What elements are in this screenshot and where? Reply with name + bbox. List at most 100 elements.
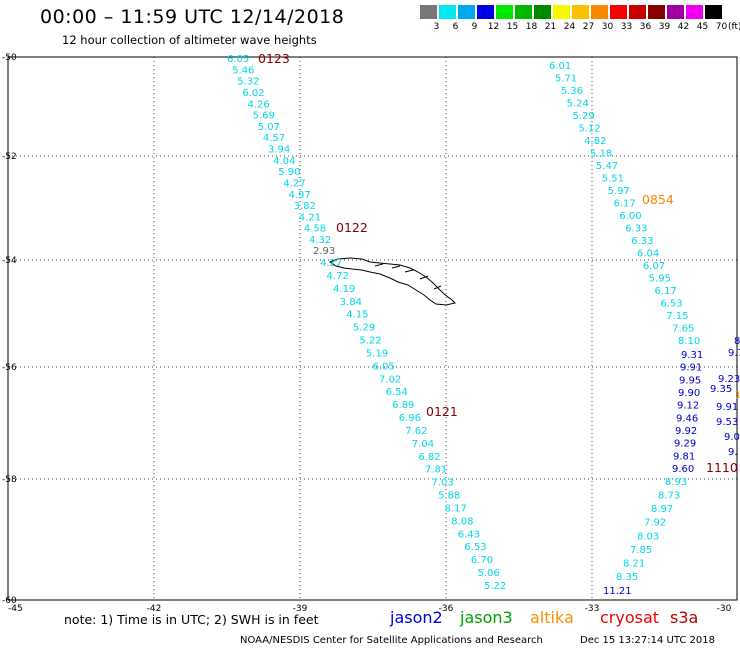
wave-height-value: 6.53 [464,542,486,553]
wave-height-value: 6.07 [643,261,665,272]
wave-height-value: 7.04 [412,439,434,450]
legend-swatch [496,5,513,19]
map-grid [8,57,737,600]
wave-height-value: 7.81 [425,465,447,476]
wave-height-value: 9.90 [678,388,700,399]
frame-border [7,56,738,601]
wave-height-value: 5.69 [253,111,275,122]
map-frame [7,56,738,601]
wave-height-value: 5.22 [359,336,381,347]
legend-swatch [610,5,627,19]
wave-height-value: 5.90 [278,167,300,178]
lon-label: -36 [439,604,454,614]
wave-height-value: 8 [734,336,740,347]
satellite-s3a-label: s3a [670,608,699,627]
wave-height-value: 7.92 [644,518,666,529]
wave-height-value: 6.43 [458,529,480,540]
lat-label: -52 [2,152,17,162]
wave-height-value: 8.08 [451,516,473,527]
legend-level-label: 30 [601,22,614,32]
wave-height-value: 9.23 [718,374,740,385]
legend-swatch [458,5,475,19]
wave-height-value: 4.97 [289,190,311,201]
wave-height-value: 6.05 [227,54,249,65]
wave-height-value: 9.29 [674,439,696,450]
legend-swatch [591,5,608,19]
legend-level-label: 3 [433,22,440,32]
wave-height-value: 5.46 [232,65,254,76]
wave-height-value: 6.53 [660,299,682,310]
lon-label: -33 [585,604,600,614]
wave-height-value: 4.21 [299,212,321,223]
wave-height-value: 6.54 [386,387,408,398]
wave-height-value: 6.04 [637,249,659,260]
wave-height-value: 7.02 [379,374,401,385]
legend-level-label: 21 [544,22,557,32]
map-title: 00:00 – 11:59 UTC 12/14/2018 [40,6,345,28]
satellite-cryosat-label: cryosat [600,608,660,627]
legend-swatch [439,5,456,19]
credit-text: NOAA/NESDIS Center for Satellite Applica… [240,635,543,646]
lon-label: -39 [293,604,308,614]
south-georgia-island [328,257,456,306]
lat-label: -54 [2,256,17,266]
wave-height-value: 9.91 [716,402,738,413]
wave-height-value: 6.33 [625,224,647,235]
wave-height-value: 5.12 [578,124,600,135]
wave-height-value: 2.93 [313,246,335,257]
wave-height-value: 5.18 [590,149,612,160]
wave-height-value: 7.03 [432,478,454,489]
wave-height-value: 4.19 [333,284,355,295]
wave-height-value: 6.17 [655,286,677,297]
wave-height-value: 9.0 [724,432,740,443]
wave-height-value: 3.82 [294,201,316,212]
track-values: 6.055.465.326.024.265.695.074.573.944.04… [227,54,740,597]
legend-level-label: 70 [715,22,728,32]
wave-height-value: 4.57 [263,133,285,144]
wave-height-value: 6.05 [372,361,394,372]
satellite-altika-label: altika [530,608,574,627]
wave-height-value: 4.04 [273,156,295,167]
wave-height-value: 9.92 [675,426,697,437]
wave-height-value: 9.91 [680,363,702,374]
legend-swatch [648,5,665,19]
wave-height-value: 8.03 [637,531,659,542]
wave-height-value: 4.32 [309,235,331,246]
wave-height-value: 9.7 [728,348,740,359]
wave-height-value: 8.17 [445,503,467,514]
wave-height-value: 3.94 [268,145,290,156]
wave-height-value: 5.29 [353,323,375,334]
legend-swatch [534,5,551,19]
legend-level-label: 33 [620,22,633,32]
wave-height-value: 7.65 [672,324,694,335]
wave-height-value: 6.82 [418,452,440,463]
legend-level-label: 15 [506,22,519,32]
wave-height-value: 6.02 [242,88,264,99]
wave-height-value: 4.58 [304,224,326,235]
wave-height-value: 7.15 [666,311,688,322]
wave-height-value: 9.81 [673,451,695,462]
wave-height-value: 5.36 [561,86,583,97]
wave-height-value: 8.21 [623,558,645,569]
footer-note: note: 1) Time is in UTC; 2) SWH is in fe… [64,612,319,627]
legend-swatch [629,5,646,19]
wave-height-value: 5.51 [602,174,624,185]
lat-label: -58 [2,475,17,485]
legend-swatch [515,5,532,19]
lat-label: -60 [2,596,17,606]
pass-label: 0121 [426,404,458,419]
wave-height-value: 6.17 [614,199,636,210]
wave-height-value: 8.10 [678,336,700,347]
wave-height-value: 3.84 [340,297,362,308]
legend-level-label: 24 [563,22,576,32]
pass-label: 0854 [642,192,674,207]
wave-height-value: 5.19 [366,348,388,359]
wave-height-value: 1 [735,390,740,401]
wave-height-value: 5.29 [572,111,594,122]
wave-height-value: 9.35 [710,384,732,395]
satellite-jason3-label: jason3 [460,608,513,627]
wave-height-value: 4.26 [248,99,270,110]
wave-height-value: 9. [728,447,738,458]
wave-height-value: 5.22 [484,581,506,592]
